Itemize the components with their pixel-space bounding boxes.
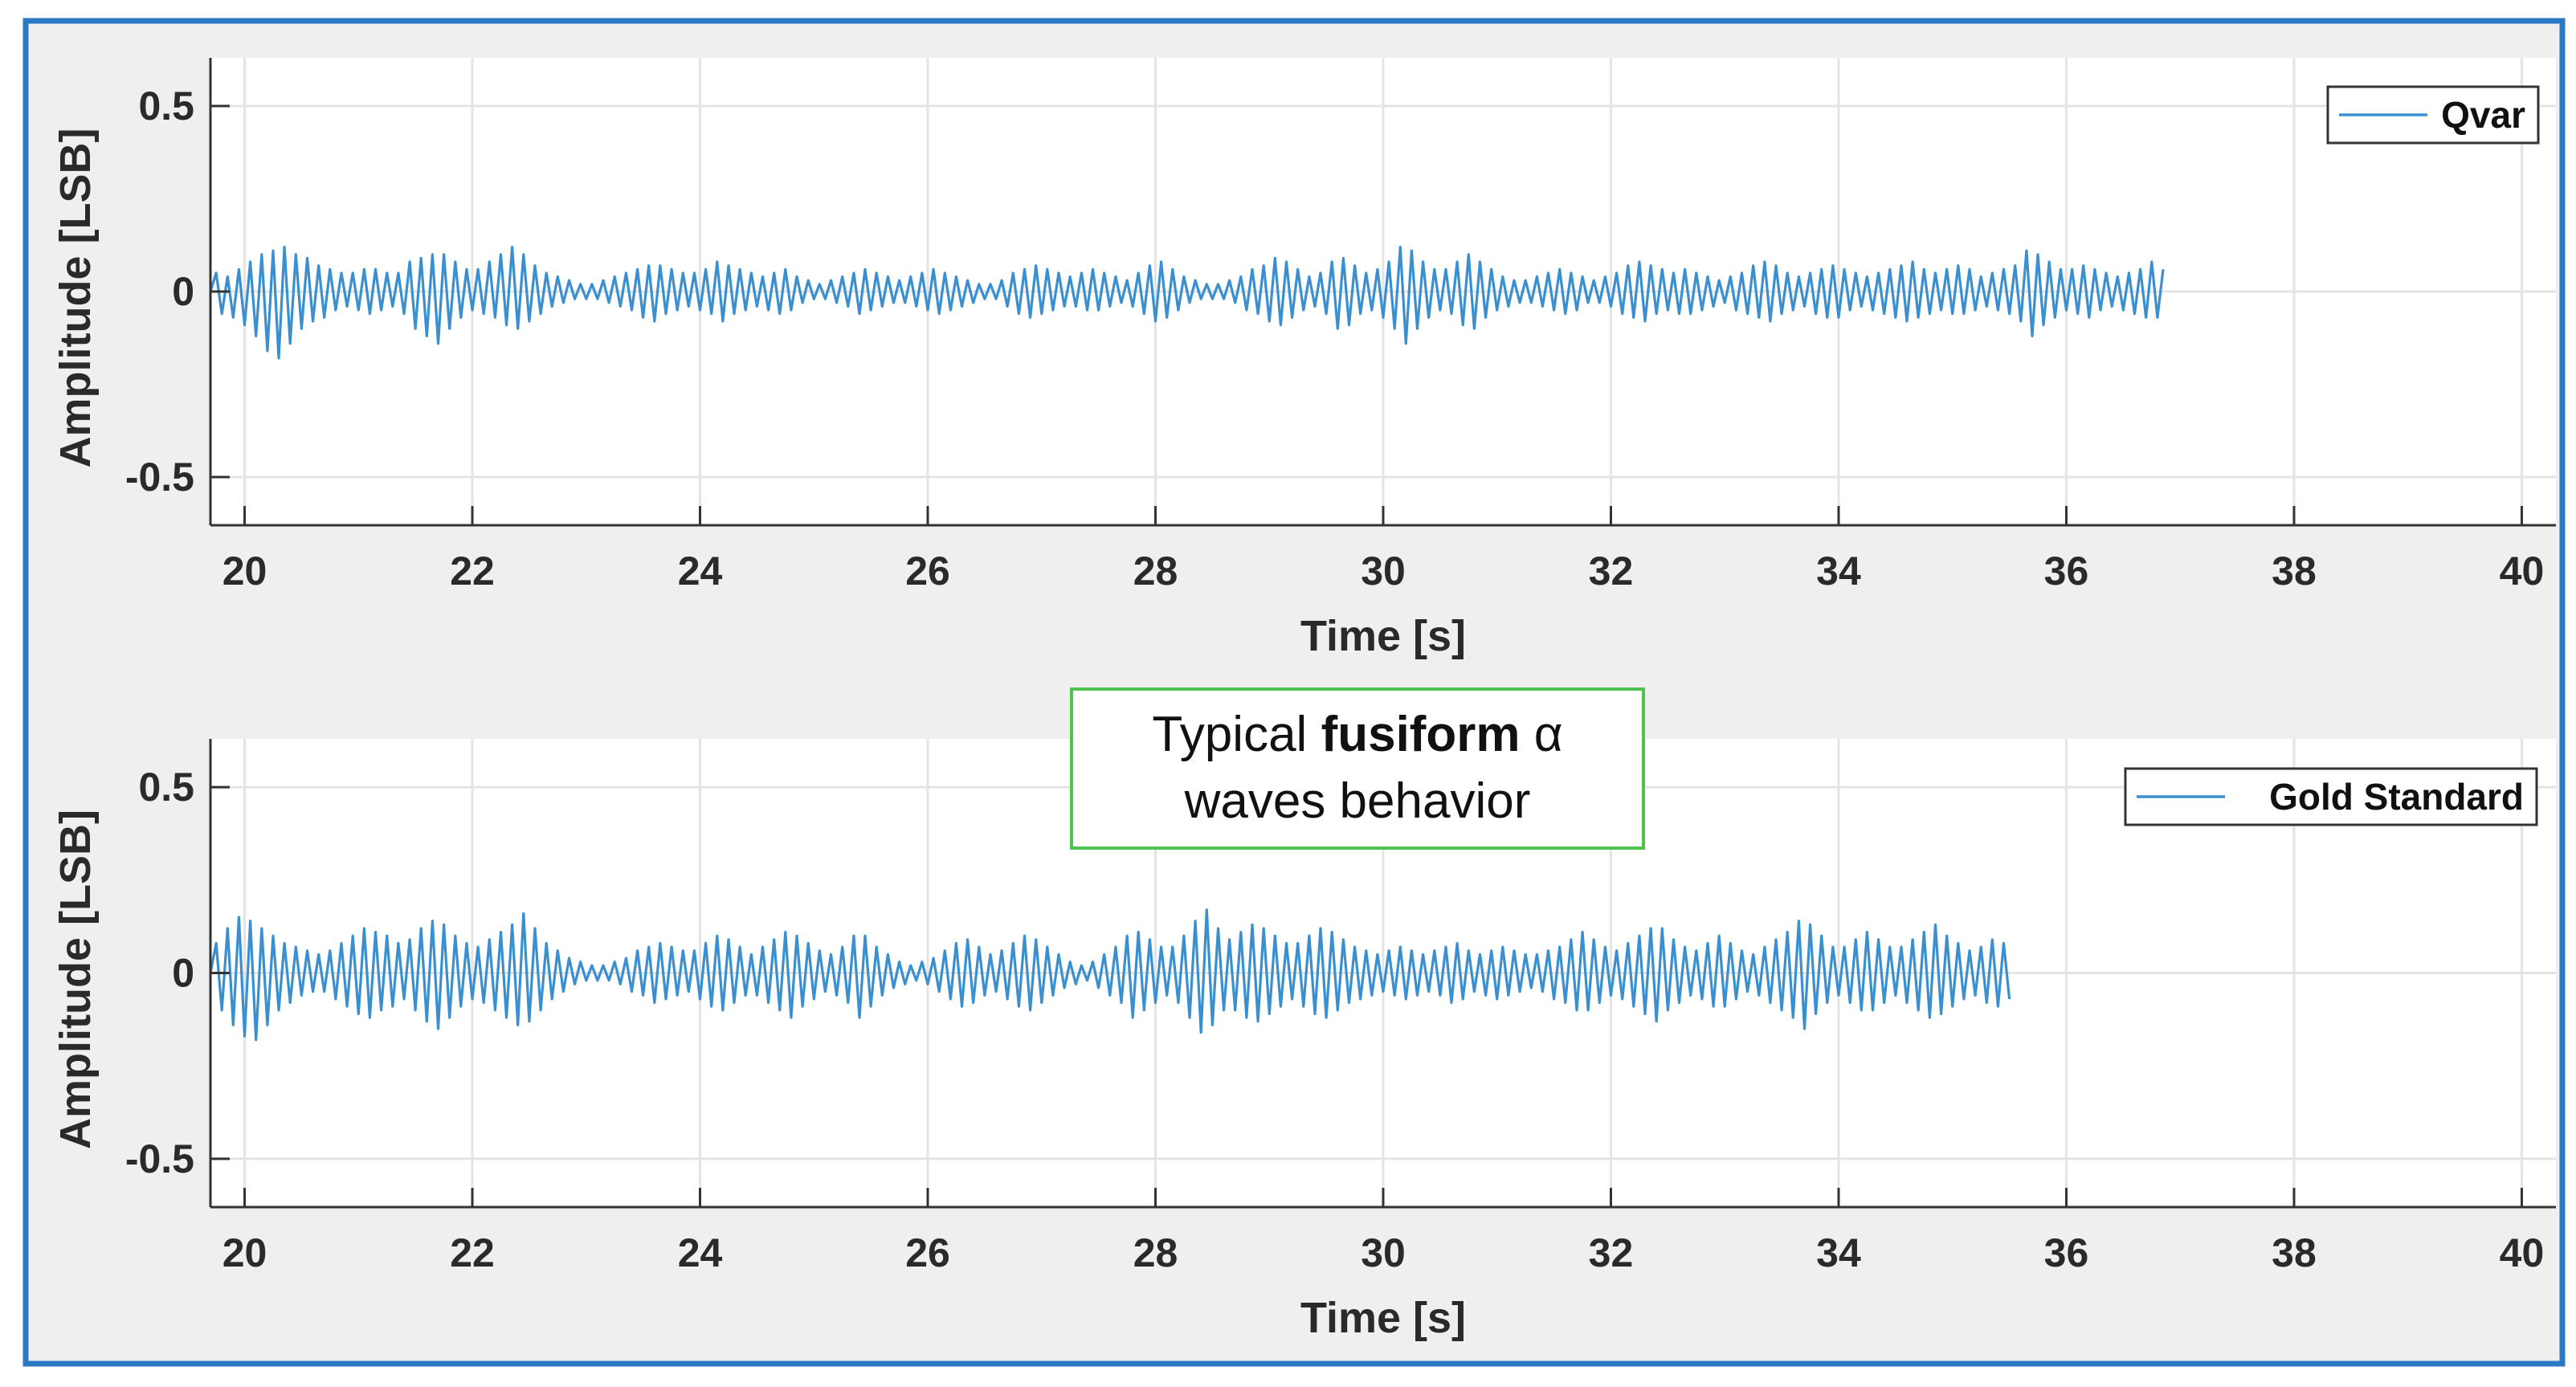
qvar-series-line (209, 246, 2165, 360)
gold-standard-chart: 20 22 24 26 28 30 32 34 36 38 400.50-0.5 Time [s] … (51, 739, 2556, 1342)
gold-standard-x-tick-label: 38 (2272, 1230, 2317, 1275)
qvar-x-tick-label: 32 (1589, 549, 1634, 594)
qvar-x-tick-label: 34 (1816, 549, 1861, 594)
qvar-x-tick-label: 20 (222, 549, 267, 594)
annotation-line-1: Typical fusiform α (1152, 707, 1562, 762)
qvar-y-axis-label: Amplitude [LSB] (51, 129, 100, 468)
gold-standard-y-axis-label: Amplitude [LSB] (51, 810, 100, 1149)
gold-standard-x-tick-label: 24 (678, 1230, 723, 1275)
gold-standard-y-tick-label: 0.5 (138, 765, 194, 810)
qvar-x-tick-label: 38 (2272, 549, 2317, 594)
qvar-legend: Qvar (2326, 85, 2540, 145)
annotation-text-post: α (1521, 707, 1563, 762)
gold-standard-x-tick-label: 20 (222, 1230, 267, 1275)
gold-standard-trace-group (209, 908, 2011, 1042)
gold-standard-x-tick-label: 34 (1816, 1230, 1861, 1275)
qvar-x-tick-label: 40 (2500, 549, 2545, 594)
gold-standard-x-axis-label: Time [s] (1300, 1294, 1466, 1342)
qvar-x-tick-label: 24 (678, 549, 723, 594)
gold-standard-y-tick-label: 0 (172, 951, 194, 996)
qvar-axes (209, 58, 2556, 527)
qvar-tick-labels: 20 22 24 26 28 30 32 34 36 38 40 0.5 0 -0.5 (125, 84, 2544, 594)
gold-standard-x-tick-label: 22 (450, 1230, 495, 1275)
gold-standard-legend-label: Gold Standard (2269, 776, 2524, 818)
qvar-x-tick-label: 28 (1133, 549, 1178, 594)
qvar-x-tick-label: 22 (450, 549, 495, 594)
qvar-chart: 20 22 24 26 28 30 32 34 36 38 400.50-0.5 Time [s] … (51, 58, 2556, 660)
gold-standard-x-tick-label: 36 (2044, 1230, 2089, 1275)
qvar-y-tick-label: 0 (172, 269, 194, 314)
qvar-y-tick-label: 0.5 (138, 84, 194, 129)
gold-standard-y-tick-label: -0.5 (125, 1136, 194, 1181)
annotation-box (1070, 687, 1645, 850)
qvar-legend-label: Qvar (2441, 94, 2525, 136)
gold-standard-x-tick-label: 30 (1361, 1230, 1406, 1275)
gold-standard-series-line (209, 908, 2011, 1042)
qvar-x-tick-label: 26 (905, 549, 950, 594)
qvar-grid (210, 58, 2556, 525)
annotation: Typical fusiform α waves behavior (1070, 687, 1645, 850)
annotation-text-pre: Typical (1152, 707, 1321, 762)
annotation-line-2: waves behavior (1184, 773, 1531, 829)
gold-standard-x-tick-label: 40 (2500, 1230, 2545, 1275)
qvar-trace-group (209, 246, 2165, 360)
gold-standard-x-tick-label: 26 (905, 1230, 950, 1275)
qvar-y-tick-label: -0.5 (125, 455, 194, 500)
gold-standard-tick-labels: 20 22 24 26 28 30 32 34 36 38 40 0.5 0 -0.5 (125, 765, 2544, 1275)
gold-standard-x-tick-label: 28 (1133, 1230, 1178, 1275)
gold-standard-legend: Gold Standard (2124, 767, 2538, 826)
annotation-text-bold: fusiform (1321, 707, 1521, 762)
gold-standard-x-tick-label: 32 (1589, 1230, 1634, 1275)
qvar-x-axis-label: Time [s] (1300, 612, 1466, 660)
gold-standard-axes (209, 739, 2556, 1209)
qvar-x-tick-label: 30 (1361, 549, 1406, 594)
qvar-x-tick-label: 36 (2044, 549, 2089, 594)
